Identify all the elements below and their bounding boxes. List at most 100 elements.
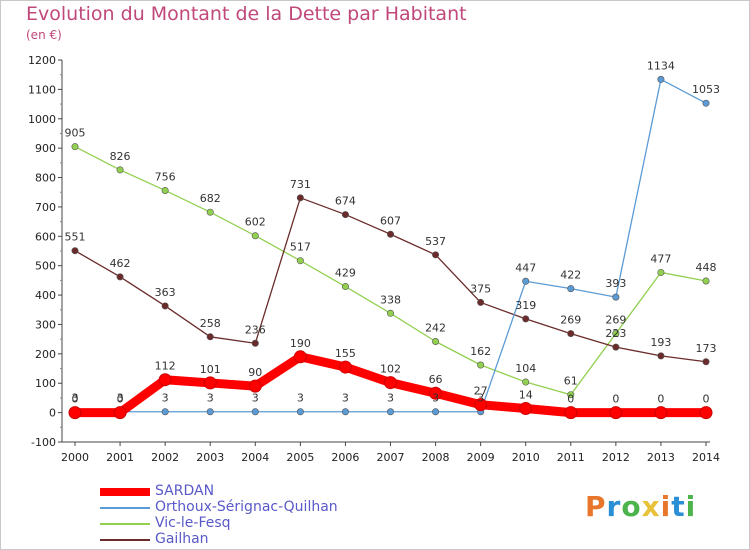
data-point — [158, 373, 172, 387]
data-label: 3 — [162, 392, 169, 405]
data-label: 102 — [380, 363, 401, 376]
legend-swatch — [100, 507, 150, 509]
proxiti-logo: Proxiti — [585, 490, 697, 523]
data-point — [206, 208, 214, 216]
data-label: 3 — [72, 392, 79, 405]
data-point — [567, 285, 575, 293]
data-point — [296, 257, 304, 265]
y-tick-label: -100 — [31, 436, 56, 449]
data-point — [702, 277, 710, 285]
data-point — [522, 315, 530, 323]
legend-label: SARDAN — [155, 483, 215, 499]
x-tick-label: 2000 — [61, 451, 89, 464]
y-tick-label: 800 — [35, 172, 56, 185]
x-tick-label: 2013 — [647, 451, 675, 464]
data-label: 393 — [605, 277, 626, 290]
data-point — [612, 343, 620, 351]
data-point — [293, 350, 307, 364]
data-label: 826 — [110, 150, 131, 163]
data-point — [657, 268, 665, 276]
data-label: 1053 — [692, 83, 720, 96]
data-label: 0 — [703, 393, 710, 406]
data-label: 682 — [200, 192, 221, 205]
data-point — [116, 273, 124, 281]
data-label: 223 — [605, 327, 626, 340]
data-label: 0 — [567, 393, 574, 406]
data-label: 27 — [474, 385, 488, 398]
data-label: 674 — [335, 195, 356, 208]
data-label: 3 — [342, 392, 349, 405]
y-tick-label: 700 — [35, 201, 56, 214]
data-label: 269 — [560, 314, 581, 327]
data-label: 3 — [387, 392, 394, 405]
data-label: 551 — [65, 231, 86, 244]
data-point — [657, 352, 665, 360]
data-point — [386, 230, 394, 238]
x-tick-label: 2006 — [331, 451, 359, 464]
data-point — [113, 406, 127, 420]
data-point — [654, 406, 668, 420]
data-point — [522, 378, 530, 386]
data-label: 162 — [470, 345, 491, 358]
data-point — [429, 386, 443, 400]
x-tick-label: 2004 — [241, 451, 269, 464]
data-label: 429 — [335, 267, 356, 280]
data-label: 66 — [429, 373, 443, 386]
data-point — [384, 376, 397, 390]
data-point — [432, 338, 440, 346]
x-tick-label: 2003 — [196, 451, 224, 464]
data-label: 61 — [564, 375, 578, 388]
y-tick-label: 900 — [35, 142, 56, 155]
y-tick-label: 1100 — [28, 83, 56, 96]
data-label: 14 — [519, 389, 533, 402]
data-point — [161, 408, 169, 416]
data-point — [338, 360, 352, 374]
data-label: 0 — [72, 393, 79, 406]
series-line-vic-le-fesq — [74, 146, 707, 396]
data-label: 0 — [657, 393, 664, 406]
data-point — [432, 408, 440, 416]
data-point — [71, 247, 79, 255]
data-label: 90 — [248, 366, 262, 379]
data-point — [612, 293, 620, 301]
data-label: 448 — [696, 261, 717, 274]
data-point — [251, 339, 259, 347]
data-point — [386, 408, 394, 416]
data-point — [341, 283, 349, 291]
data-label: 258 — [200, 317, 221, 330]
y-tick-label: 600 — [35, 230, 56, 243]
legend-label: Orthoux-Sérignac-Quilhan — [155, 499, 338, 515]
data-label: 338 — [380, 293, 401, 306]
y-tick-label: 100 — [35, 377, 56, 390]
data-point — [341, 211, 349, 219]
data-label: 1134 — [647, 59, 675, 72]
data-point — [567, 391, 575, 399]
data-point — [474, 398, 488, 412]
data-label: 537 — [425, 235, 446, 248]
data-label: 104 — [515, 362, 536, 375]
x-tick-label: 2012 — [602, 451, 630, 464]
y-tick-label: 400 — [35, 289, 56, 302]
data-label: 3 — [432, 392, 439, 405]
y-tick-label: 500 — [35, 260, 56, 273]
data-point — [657, 75, 665, 83]
data-label: 0 — [612, 393, 619, 406]
data-label: 173 — [696, 342, 717, 355]
data-point — [206, 333, 214, 341]
data-point — [702, 99, 710, 107]
data-label: 756 — [155, 170, 176, 183]
y-tick-label: 200 — [35, 348, 56, 361]
legend-swatch — [100, 539, 150, 541]
y-tick-label: 300 — [35, 318, 56, 331]
data-label: 422 — [560, 269, 581, 282]
x-tick-label: 2014 — [692, 451, 720, 464]
legend-label: Gailhan — [155, 531, 209, 547]
data-label: 3 — [117, 392, 124, 405]
data-label: 517 — [290, 241, 311, 254]
data-label: 236 — [245, 323, 266, 336]
data-label: 462 — [110, 257, 131, 270]
x-tick-label: 2011 — [557, 451, 585, 464]
data-label: 155 — [335, 347, 356, 360]
